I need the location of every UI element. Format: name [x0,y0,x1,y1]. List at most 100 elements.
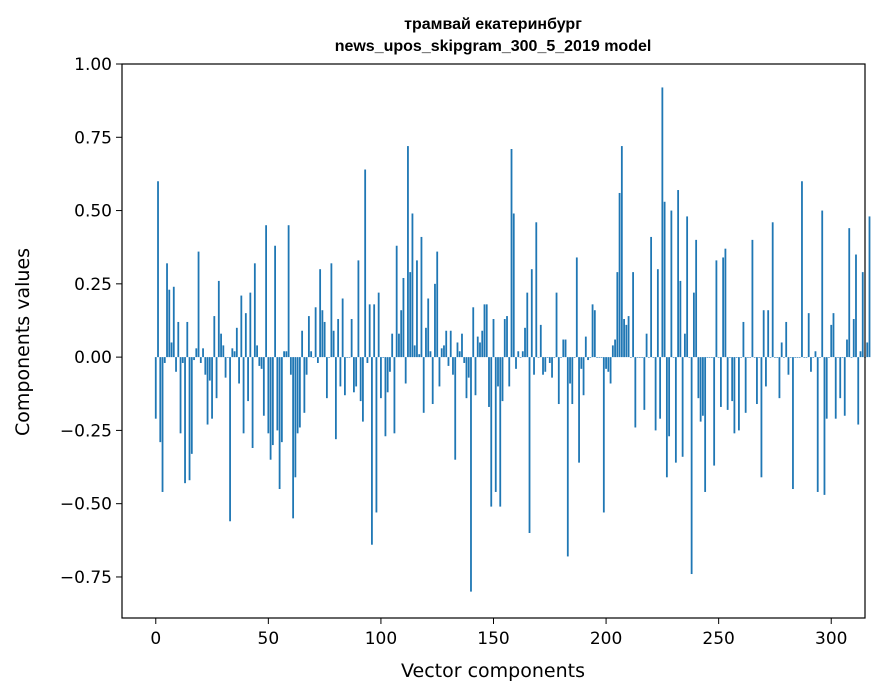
bar-151 [494,357,497,492]
bar-99 [377,292,380,358]
bar-201 [607,357,610,372]
bar-255 [729,357,731,358]
bar-10 [177,321,180,358]
bar-145 [481,330,484,358]
bar-264 [749,357,752,358]
bar-268 [758,357,761,358]
bar-46 [258,357,261,366]
bar-112 [407,146,409,358]
bar-76 [325,357,328,399]
bar-79 [332,330,335,358]
bar-47 [260,357,263,369]
bar-277 [778,357,781,399]
bar-186 [573,357,576,358]
bar-208 [623,319,625,358]
bar-271 [765,357,767,387]
bar-37 [238,357,240,384]
bar-223 [656,269,659,358]
bar-48 [262,357,265,416]
bar-51 [269,357,272,460]
bar-55 [278,357,281,490]
bar-243 [701,357,704,416]
bar-240 [695,239,698,358]
bar-132 [452,357,454,375]
bar-215 [638,357,641,358]
bar-221 [652,357,655,358]
y-tick-label: −0.25 [60,421,112,441]
bar-21 [202,348,204,358]
bar-141 [472,307,475,358]
bar-283 [792,357,794,490]
bar-174 [546,357,549,358]
bar-6 [168,289,171,358]
bar-178 [555,292,558,358]
bar-160 [515,357,517,369]
bar-197 [598,357,601,358]
bar-116 [416,260,418,358]
bar-193 [589,357,592,358]
bar-304 [839,357,842,399]
bar-67 [305,357,308,375]
bar-263 [747,357,749,358]
bar-216 [641,357,643,358]
bar-185 [571,357,574,405]
bar-284 [794,357,797,358]
bar-110 [402,277,405,358]
bar-36 [235,327,238,358]
bar-45 [256,345,258,358]
bar-239 [692,292,695,358]
bar-175 [548,357,551,363]
bar-206 [618,192,621,358]
bar-303 [837,357,839,358]
y-tick-label: 0.25 [74,275,112,295]
bar-199 [602,357,605,513]
bar-96 [371,357,373,545]
bar-245 [706,357,709,358]
y-tick-label: 0.75 [74,128,112,148]
bar-233 [679,280,682,358]
bar-235 [683,333,686,358]
x-tick-label: 50 [258,629,280,649]
bar-161 [517,351,520,358]
bar-33 [229,357,231,522]
bar-113 [409,272,412,358]
bar-198 [600,357,603,358]
bar-100 [380,357,382,399]
bar-159 [512,213,515,358]
bar-278 [780,342,783,358]
bar-266 [753,357,756,358]
bar-276 [776,357,779,358]
bar-316 [866,342,869,358]
bar-64 [298,357,301,428]
bar-53 [274,245,276,358]
bar-115 [413,345,416,358]
bar-109 [400,310,403,358]
bar-196 [596,357,598,358]
bar-203 [611,345,614,358]
bar-70 [312,357,315,358]
bar-29 [220,333,222,358]
bar-4 [163,357,166,363]
bar-26 [213,316,216,358]
bar-256 [731,357,734,402]
bar-227 [665,357,668,478]
bar-94 [366,357,369,363]
bar-13 [184,357,186,484]
bar-242 [699,357,702,422]
x-tick-label: 150 [477,629,509,649]
bar-251 [720,357,722,407]
bar-107 [395,245,398,358]
bar-295 [819,357,821,358]
bar-211 [629,357,632,358]
bar-217 [643,357,646,410]
bar-171 [539,324,542,358]
bar-314 [861,272,864,358]
bar-19 [197,251,200,358]
bar-140 [470,357,472,592]
bar-204 [614,339,616,358]
bar-195 [593,310,596,358]
bar-286 [798,357,801,358]
bar-183 [566,357,569,557]
bar-209 [625,324,628,358]
bar-262 [744,357,747,413]
